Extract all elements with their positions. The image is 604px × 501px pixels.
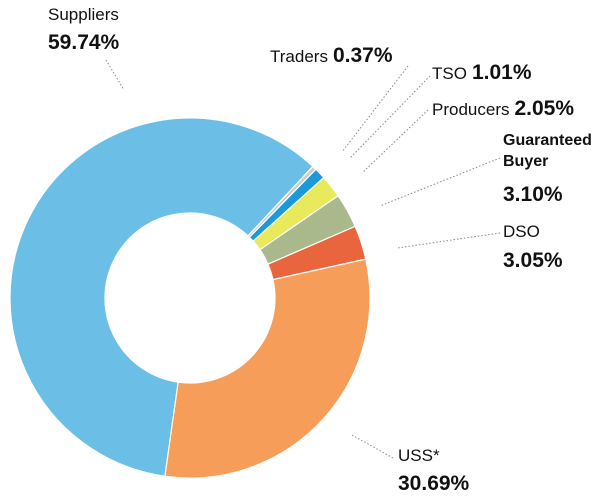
leader-line <box>361 109 429 174</box>
leader-line <box>396 232 501 249</box>
leader-line <box>341 65 409 153</box>
value-label: 59.74% <box>48 31 120 54</box>
value-label: 2.05% <box>514 97 575 120</box>
category-label: TSO <box>432 64 467 83</box>
value-label: 3.05% <box>503 249 563 272</box>
donut-slice <box>164 258 371 479</box>
category-label: Suppliers <box>48 5 119 24</box>
leader-lines <box>105 59 501 459</box>
slice-label: Producers 2.05% <box>432 97 574 121</box>
leader-line <box>105 59 125 91</box>
value-label: 1.01% <box>471 61 532 84</box>
category-label: Guaranteed Buyer <box>503 132 592 170</box>
category-label: Producers <box>432 100 510 119</box>
leader-line <box>349 75 431 159</box>
slice-label: Traders 0.37% <box>270 44 393 68</box>
category-label: USS* <box>398 446 440 465</box>
value-label: 30.69% <box>398 472 470 495</box>
donut-slice <box>9 117 314 477</box>
category-label: Traders <box>270 47 328 66</box>
slice-label: TSO 1.01% <box>432 61 532 85</box>
value-label: 3.10% <box>503 183 563 206</box>
leader-line <box>351 434 394 459</box>
value-label: 0.37% <box>332 44 393 67</box>
leader-line <box>379 157 501 207</box>
category-label: DSO <box>503 222 540 241</box>
